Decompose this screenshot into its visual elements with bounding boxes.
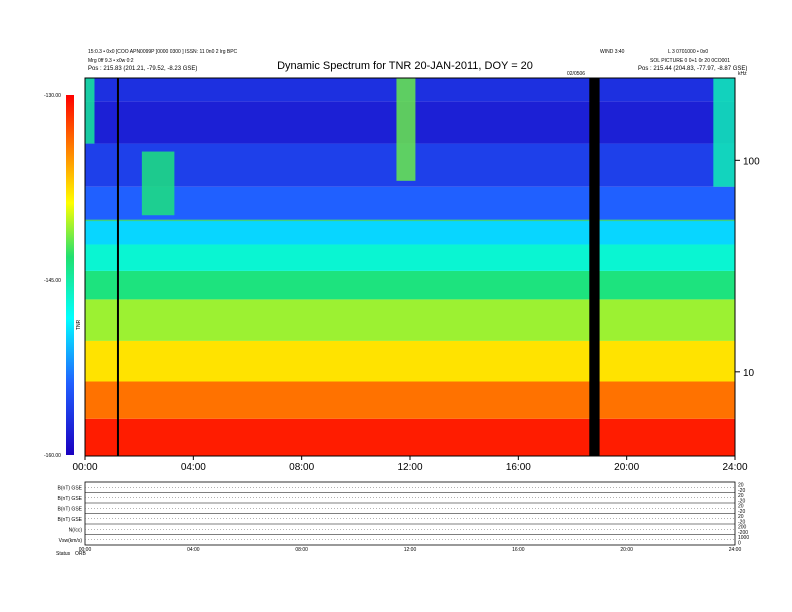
header-right-mid: SOL PICTURE 0 0+1 0r 20 0CO001 bbox=[650, 58, 730, 64]
ancillary-time-label-3: 12:00 bbox=[404, 547, 417, 553]
header-left-line-1: 15:0.3 • 0x0 [COO APN0099P ]0000 0300 ] … bbox=[88, 49, 238, 55]
colorbar-label: TNR bbox=[76, 319, 82, 330]
spectrum-band-7 bbox=[85, 186, 735, 221]
ancillary-right-label-6: 20 bbox=[738, 514, 744, 520]
ancillary-right-label-11: 0 bbox=[738, 540, 741, 546]
y-tick-label-1: 10 bbox=[743, 368, 755, 379]
x-tick-label-5: 20:00 bbox=[614, 462, 639, 473]
ancillary-time-label-6: 24:00 bbox=[729, 547, 742, 553]
chart-title: Dynamic Spectrum for TNR 20-JAN-2011, DO… bbox=[277, 60, 533, 72]
spectrogram bbox=[85, 78, 735, 456]
header-left-position: Pos : 215.83 (201.21, -79.52, -8.23 GSE) bbox=[88, 66, 197, 72]
ext-label: 02/0506 bbox=[567, 71, 585, 77]
y-axis: 100 10 bbox=[735, 156, 760, 379]
header-right-position: Pos : 215.44 (204.83, -77.97, -8.87 GSE) bbox=[638, 66, 747, 72]
ancillary-right-label-2: 20 bbox=[738, 493, 744, 499]
ancillary-row-label-0: B(nT) GSE bbox=[58, 485, 83, 491]
header-right-top-1: WIND 3:40 bbox=[600, 49, 625, 55]
ancillary-time-label-4: 16:00 bbox=[512, 547, 525, 553]
data-gap-1 bbox=[589, 78, 600, 456]
colorbar bbox=[66, 95, 74, 455]
status-label: Status bbox=[56, 551, 71, 557]
status-value: ORB bbox=[75, 551, 87, 557]
radio-burst-2 bbox=[396, 78, 416, 181]
x-tick-label-4: 16:00 bbox=[506, 462, 531, 473]
y-tick-label-0: 100 bbox=[743, 156, 760, 167]
ancillary-row-label-2: B(nT) GSE bbox=[58, 506, 83, 512]
radio-burst-3 bbox=[713, 78, 735, 187]
ancillary-right-label-8: 200 bbox=[738, 525, 747, 531]
x-tick-label-1: 04:00 bbox=[181, 462, 206, 473]
unit-label: kHz bbox=[738, 71, 747, 77]
radio-burst-1 bbox=[141, 151, 175, 216]
x-tick-label-6: 24:00 bbox=[722, 462, 747, 473]
spectrum-band-2 bbox=[85, 340, 735, 382]
ancillary-row-label-5: Vsw(km/s) bbox=[59, 538, 83, 544]
spectrum-band-4 bbox=[85, 270, 735, 300]
ancillary-time-label-2: 08:00 bbox=[295, 547, 308, 553]
colorbar-tick-mid: -145.00 bbox=[44, 278, 61, 284]
ancillary-row-label-4: N(/cc) bbox=[69, 527, 83, 533]
ancillary-right-label-1: -20 bbox=[738, 488, 745, 494]
colorbar-tick-bottom: -160.00 bbox=[44, 453, 61, 459]
ancillary-row-label-1: B(nT) GSE bbox=[58, 496, 83, 502]
ancillary-right-label-10: 1000 bbox=[738, 535, 749, 541]
ancillary-time-label-0: 00:00 bbox=[79, 547, 92, 553]
ancillary-right-label-7: -20 bbox=[738, 519, 745, 525]
ancillary-right-label-4: 20 bbox=[738, 504, 744, 510]
ancillary-right-label-5: -20 bbox=[738, 509, 745, 515]
ancillary-right-label-0: 20 bbox=[738, 483, 744, 489]
spectrum-band-6 bbox=[85, 220, 735, 245]
spectrum-band-3 bbox=[85, 299, 735, 341]
ancillary-right-label-9: -200 bbox=[738, 530, 748, 536]
ancillary-right-label-3: -20 bbox=[738, 498, 745, 504]
x-tick-label-2: 08:00 bbox=[289, 462, 314, 473]
ancillary-time-label-5: 20:00 bbox=[620, 547, 633, 553]
colorbar-tick-top: -130.00 bbox=[44, 93, 61, 99]
spectrum-band-1 bbox=[85, 381, 735, 419]
radio-burst-0 bbox=[85, 78, 95, 144]
data-gap-0 bbox=[116, 78, 119, 456]
x-axis: 00:00 04:00 08:00 12:00 16:00 20:00 24:00 bbox=[72, 456, 748, 473]
ancillary-time-label-1: 04:00 bbox=[187, 547, 200, 553]
header-right-top-2: L 3 0701000 • 0x0 bbox=[668, 49, 708, 55]
spectrum-band-5 bbox=[85, 244, 735, 271]
spectrum-band-0 bbox=[85, 418, 735, 456]
header-left-line-2: Mrg 0ff 9.3 • x0w 0:2 bbox=[88, 58, 134, 64]
x-tick-label-3: 12:00 bbox=[397, 462, 422, 473]
ancillary-row-label-3: B(nT) GSE bbox=[58, 517, 83, 523]
x-tick-label-0: 00:00 bbox=[72, 462, 97, 473]
ancillary-panels: B(nT) GSE B(nT) GSE B(nT) GSE B(nT) GSE N(/c… bbox=[58, 481, 749, 553]
